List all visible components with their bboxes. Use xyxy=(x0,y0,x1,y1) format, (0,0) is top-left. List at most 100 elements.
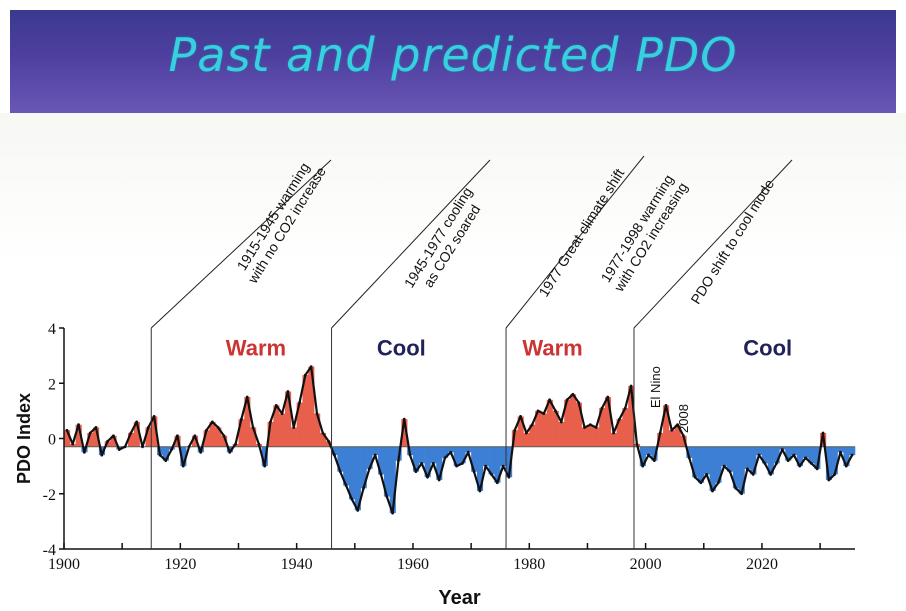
data-point xyxy=(356,508,360,512)
cool-bar xyxy=(354,446,361,511)
data-point xyxy=(466,450,470,454)
warm-bar xyxy=(308,366,315,447)
data-point xyxy=(484,464,488,468)
cool-bar xyxy=(372,446,379,456)
data-point xyxy=(431,461,435,465)
data-point xyxy=(664,403,668,407)
data-point xyxy=(804,456,807,460)
data-point xyxy=(379,473,383,476)
data-point xyxy=(443,456,447,460)
cool-bar xyxy=(814,446,821,469)
cool-bar xyxy=(791,446,798,456)
data-point xyxy=(187,445,191,449)
warm-bar xyxy=(622,408,629,447)
cool-bar xyxy=(378,446,385,475)
cool-bar xyxy=(418,446,425,464)
data-point xyxy=(501,464,505,468)
data-point xyxy=(269,420,272,424)
warm-bar xyxy=(593,427,600,447)
warm-bar xyxy=(215,427,222,447)
cool-bar xyxy=(651,446,658,461)
warm-bar xyxy=(250,427,257,447)
data-point xyxy=(641,464,645,468)
data-point xyxy=(298,401,301,404)
warm-bar xyxy=(517,416,524,447)
data-point xyxy=(687,456,691,460)
warm-bar xyxy=(151,416,158,447)
cool-bar xyxy=(488,446,495,475)
data-point xyxy=(455,464,458,468)
warm-bar xyxy=(290,427,297,447)
warm-bar xyxy=(610,432,617,447)
annotation-leader-line xyxy=(633,159,793,329)
data-point xyxy=(670,428,674,432)
cool-bar xyxy=(785,446,792,461)
warm-bar xyxy=(570,394,577,447)
warm-bar xyxy=(285,391,292,447)
cool-bar xyxy=(692,446,699,478)
warm-bar xyxy=(540,413,548,447)
warm-bar xyxy=(564,399,571,447)
cool-bar xyxy=(471,446,478,472)
data-point xyxy=(850,453,854,457)
data-point xyxy=(77,423,80,427)
data-point xyxy=(303,373,307,377)
data-point xyxy=(809,461,813,465)
x-tick-label: 1900 xyxy=(48,556,80,573)
warm-bar xyxy=(238,419,245,447)
data-point xyxy=(780,448,784,451)
data-point xyxy=(635,442,639,446)
warm-bar xyxy=(529,424,536,447)
warm-bar xyxy=(133,421,140,447)
cool-bar xyxy=(500,446,507,467)
data-point xyxy=(181,464,185,468)
warm-bar xyxy=(581,427,588,447)
x-tick-label: 2000 xyxy=(630,556,662,573)
warm-bar xyxy=(587,424,594,447)
data-point xyxy=(106,439,110,443)
data-point xyxy=(734,486,738,490)
warm-bar xyxy=(668,430,675,447)
data-point xyxy=(461,461,464,465)
title-banner: Past and predicted PDO xyxy=(10,10,896,113)
cool-bar xyxy=(697,446,705,483)
cool-bar xyxy=(482,446,489,467)
data-point xyxy=(228,450,232,454)
warm-bar xyxy=(616,419,623,447)
cool-bar xyxy=(703,446,710,475)
cool-bar xyxy=(738,446,745,494)
data-point xyxy=(141,445,144,449)
cool-bar xyxy=(442,446,449,458)
data-point xyxy=(350,497,354,501)
warm-bar xyxy=(191,435,199,447)
data-point xyxy=(239,417,243,421)
data-point xyxy=(437,478,441,482)
data-point xyxy=(699,481,703,485)
data-point xyxy=(705,473,709,476)
data-point xyxy=(495,481,499,485)
cool-bar xyxy=(744,446,751,469)
data-point xyxy=(234,442,237,446)
annotation-leader-line xyxy=(331,159,491,329)
data-point xyxy=(693,475,697,479)
data-point xyxy=(65,428,69,432)
data-point xyxy=(408,453,412,457)
data-point xyxy=(647,453,650,457)
warm-bar xyxy=(599,408,606,447)
warm-bar xyxy=(535,410,542,447)
data-point xyxy=(588,423,592,427)
data-point xyxy=(176,434,179,438)
cool-bar xyxy=(761,446,769,464)
data-point xyxy=(344,484,348,487)
cool-bar xyxy=(686,446,693,458)
data-point xyxy=(210,420,214,424)
data-point xyxy=(327,439,331,443)
y-axis-title: PDO Index xyxy=(14,393,34,484)
regime-label: Cool xyxy=(377,336,426,361)
data-point xyxy=(612,431,616,435)
data-point xyxy=(629,384,633,388)
data-point xyxy=(839,450,842,454)
data-point xyxy=(222,434,226,438)
data-point xyxy=(618,417,621,421)
cool-bar xyxy=(732,446,739,489)
